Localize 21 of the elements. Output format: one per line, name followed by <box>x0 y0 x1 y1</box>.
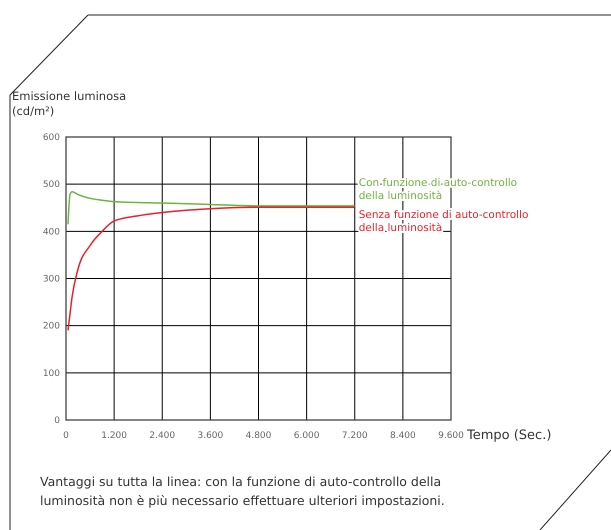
y-tick-label: 100 <box>42 368 60 379</box>
x-tick-label: 2.400 <box>149 431 176 441</box>
x-axis-title: Tempo (Sec.) <box>466 428 552 443</box>
x-tick-label: 8.400 <box>390 431 416 441</box>
y-tick-label: 500 <box>42 180 60 190</box>
line-series <box>67 206 356 332</box>
x-tick-label: 6.000 <box>294 431 320 441</box>
y-tick-label: 600 <box>42 133 60 143</box>
y-tick-label: 200 <box>42 322 60 332</box>
y-tick-label: 0 <box>54 416 60 426</box>
y-tick-label: 300 <box>42 274 60 284</box>
x-tick-label: 7.200 <box>342 431 368 441</box>
x-tick-label: 3.600 <box>197 431 224 441</box>
x-tick-label: 0 <box>63 431 70 441</box>
text: Vantaggi su tutta la linea: con la funzione di auto-controllo della luminosità non è più necessario effettuare ulteriori impostazioni. <box>40 474 445 508</box>
line-series <box>67 190 356 226</box>
x-tick-label: 1.200 <box>101 431 128 441</box>
y-axis-title: Emissione luminosa (cd/m²) <box>12 89 126 118</box>
x-tick-label: 9.600 <box>438 431 464 441</box>
y-tick-label: 400 <box>42 227 60 238</box>
x-tick-label: 4.800 <box>246 431 272 441</box>
